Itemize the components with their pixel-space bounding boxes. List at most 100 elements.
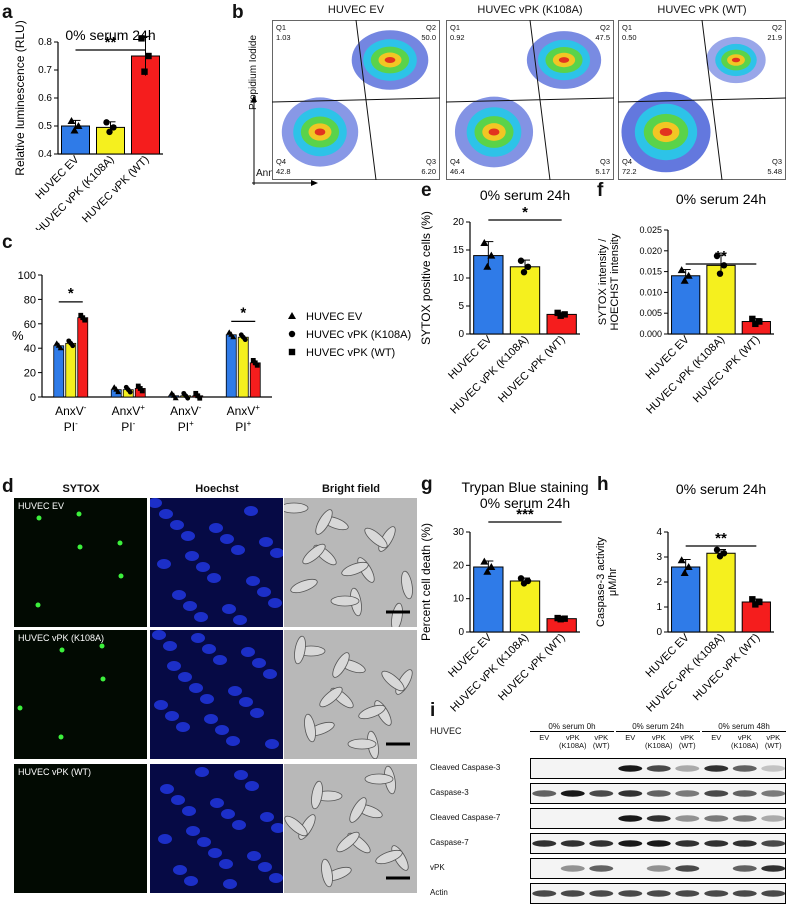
data-point — [480, 239, 489, 246]
blot-band — [618, 890, 643, 897]
blot-band — [732, 815, 757, 822]
quadrant-q3-value: 5.17 — [595, 167, 610, 176]
y-tick-label: 20 — [24, 368, 36, 380]
data-point — [145, 52, 152, 60]
blot-lane-label: EV — [711, 733, 722, 742]
y-tick-label: 0.005 — [639, 308, 662, 318]
chart-title: 0% serum 24h — [676, 481, 766, 497]
data-point — [684, 563, 693, 570]
cell-overlay — [284, 765, 410, 888]
cell-outline — [341, 561, 369, 577]
nucleus — [173, 865, 187, 875]
gate-horizontal — [272, 97, 440, 103]
cell-overlay — [35, 511, 124, 608]
blot-band — [589, 840, 614, 847]
nucleus — [252, 658, 266, 668]
blot-lane-label: EV — [625, 733, 636, 742]
nucleus — [184, 876, 198, 886]
data-point — [557, 312, 564, 319]
quadrant-q3-label: Q3 — [600, 157, 610, 166]
cell-overlay — [294, 635, 413, 759]
blot-band — [589, 790, 614, 797]
x-category-label: AnxV+ — [227, 403, 261, 418]
nucleus — [259, 537, 273, 547]
data-point — [713, 546, 721, 554]
bar — [473, 566, 504, 633]
y-tick-label: 30 — [453, 527, 465, 538]
data-point — [677, 556, 686, 564]
nucleus — [182, 806, 196, 816]
x-category-label: HUVEC vPK (WT) — [80, 154, 152, 226]
nucleus — [165, 711, 179, 721]
bar-chart-e: 0% serum 24h SYTOX positive cells (%) 0 5 10… — [419, 187, 580, 416]
y-tick-label: 0.000 — [639, 329, 662, 339]
bar — [249, 362, 261, 398]
bar-chart-f: 0% serum 24h SYTOX intensity / HOECHST int… — [597, 191, 774, 416]
cell-outline — [294, 635, 306, 665]
nucleus — [160, 784, 174, 794]
y-tick-label: 0 — [458, 329, 464, 340]
data-point — [228, 331, 235, 337]
density-red — [558, 57, 570, 63]
y-tick-label: 0.015 — [639, 267, 662, 277]
blot-band — [532, 890, 557, 897]
data-point — [517, 257, 525, 264]
nucleus — [154, 700, 168, 710]
y-tick-label: 10 — [453, 594, 465, 605]
significance-marker: * — [240, 304, 246, 321]
nucleus — [221, 809, 235, 819]
quadrant-q4-label: Q4 — [276, 157, 286, 166]
blot-band — [732, 765, 757, 772]
blot-band — [560, 840, 585, 847]
blot-band — [646, 815, 671, 822]
cell-outline — [304, 713, 316, 743]
y-tick-label: 4 — [656, 527, 662, 538]
blot-strip — [530, 833, 786, 854]
blot-band — [675, 865, 700, 872]
nucleus — [241, 647, 255, 657]
blot-band — [589, 890, 614, 897]
density-red — [384, 57, 396, 63]
nucleus — [226, 736, 240, 746]
gate-vertical — [355, 20, 377, 180]
panel-letter-h: h — [597, 474, 609, 495]
panel-letter-g: g — [421, 474, 433, 495]
blot-lane-label: vPK (K108A) — [730, 733, 759, 750]
data-point — [524, 263, 532, 270]
blot-band — [761, 765, 786, 772]
data-point — [254, 362, 260, 368]
quadrant-q3-label: Q3 — [772, 157, 782, 166]
nucleus — [247, 851, 261, 861]
y-axis-label: % — [12, 328, 24, 343]
blot-band — [646, 890, 671, 897]
cell-outline — [284, 502, 309, 514]
blot-strip — [530, 858, 786, 879]
nucleus — [178, 672, 192, 682]
nucleus — [269, 873, 283, 883]
blot-protein-label: Caspase-3 — [430, 788, 469, 797]
bar — [65, 342, 77, 398]
legend-marker — [288, 330, 296, 338]
x-category-label: PI- — [121, 419, 135, 434]
y-tick-label: 20 — [453, 217, 465, 228]
blot-band — [646, 765, 671, 772]
chart-subtitle: 0% serum 24h — [480, 495, 570, 511]
quadrant-q4-label: Q4 — [450, 157, 460, 166]
sytox-positive-cell — [118, 573, 124, 579]
bar-chart-c: %020406080100AnxV-PI-AnxV+PI-AnxV-PI+Anx… — [12, 270, 411, 434]
chart-title: 0% serum 24h — [676, 191, 766, 207]
quadrant-q2-label: Q2 — [426, 23, 436, 32]
flow-plot-title: HUVEC EV — [327, 4, 385, 16]
data-point — [170, 392, 177, 398]
quadrant-q4-label: Q4 — [622, 157, 632, 166]
blot-strip — [530, 883, 786, 904]
micrograph-sytox: HUVEC vPK (WT) — [14, 764, 147, 893]
micrograph-hoechst — [150, 498, 283, 627]
data-point — [197, 395, 203, 401]
y-tick-label: 0.020 — [639, 246, 662, 256]
blot-band — [761, 815, 786, 822]
col-sytox: SYTOX — [62, 483, 100, 495]
quadrant-q3-value: 5.48 — [767, 167, 782, 176]
